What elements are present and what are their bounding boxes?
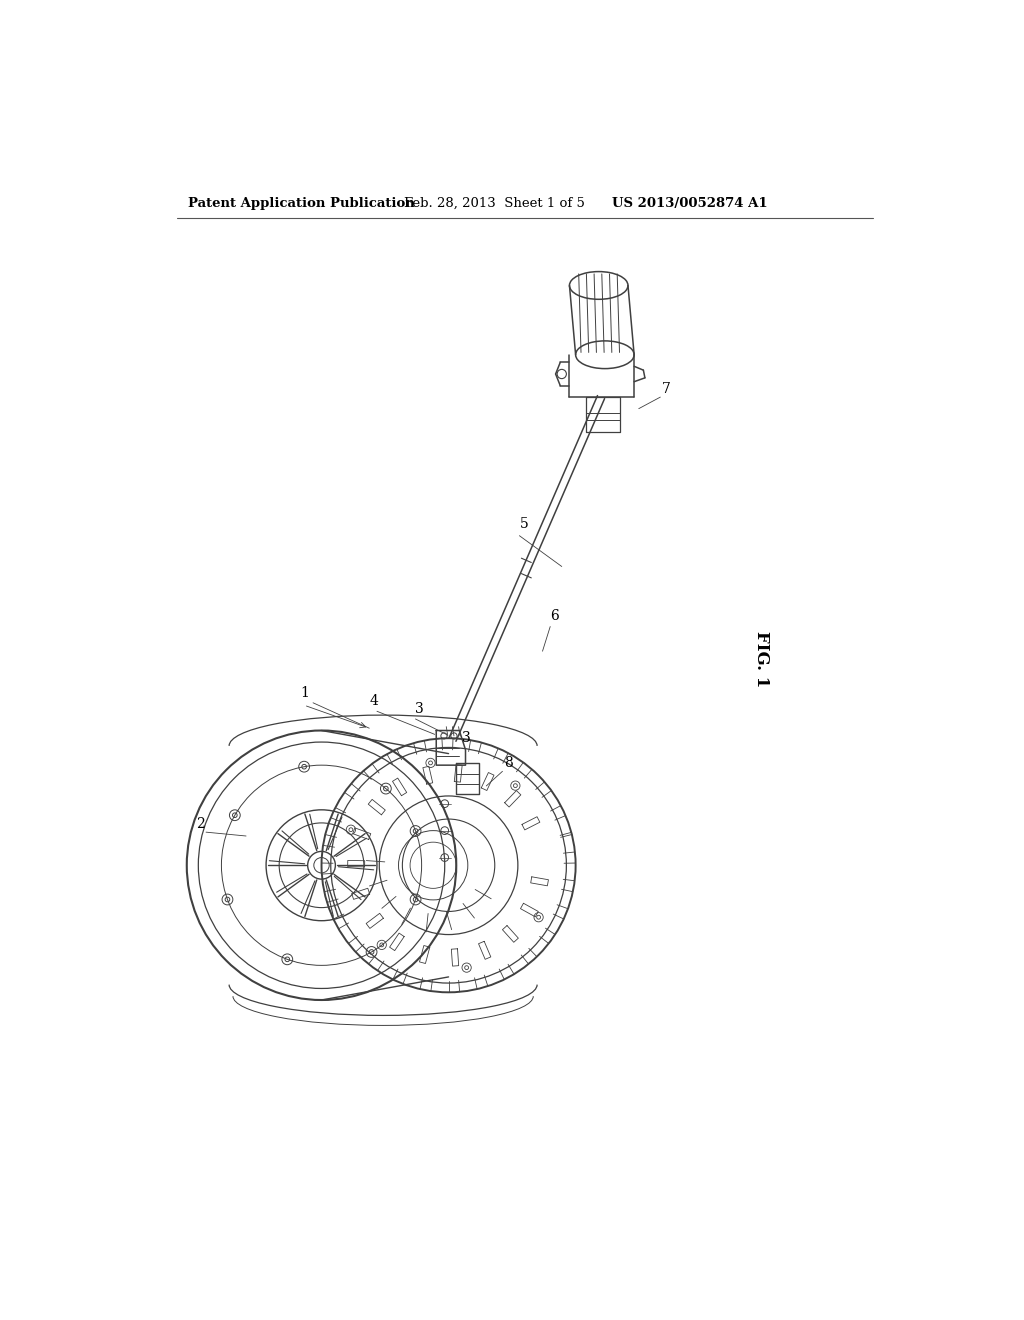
Text: Feb. 28, 2013  Sheet 1 of 5: Feb. 28, 2013 Sheet 1 of 5 (403, 197, 585, 210)
Text: 5: 5 (519, 517, 528, 531)
Text: FIG. 1: FIG. 1 (754, 631, 770, 686)
Text: 3: 3 (416, 702, 424, 715)
Text: 7: 7 (662, 383, 671, 396)
Text: 3: 3 (462, 731, 470, 744)
Text: US 2013/0052874 A1: US 2013/0052874 A1 (611, 197, 767, 210)
Text: Patent Application Publication: Patent Application Publication (188, 197, 415, 210)
Text: 6: 6 (550, 610, 559, 623)
Text: 8: 8 (504, 755, 513, 770)
Text: 2: 2 (196, 817, 205, 832)
Text: 1: 1 (300, 686, 309, 701)
Text: 4: 4 (370, 694, 378, 708)
